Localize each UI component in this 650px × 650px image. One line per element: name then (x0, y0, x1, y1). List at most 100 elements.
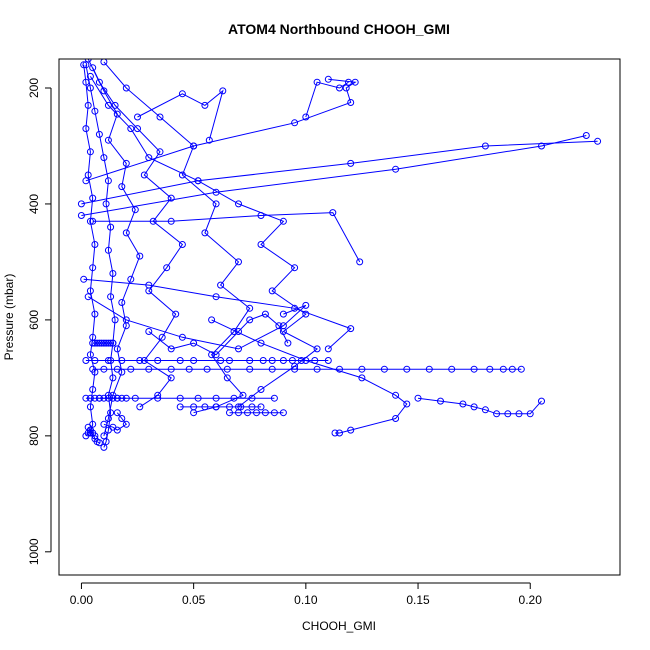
data-point (313, 78, 321, 86)
data-point (235, 258, 242, 266)
data-point (80, 61, 88, 69)
data-point (178, 333, 186, 341)
data-point (82, 177, 90, 185)
data-point (324, 357, 332, 364)
series-line (211, 319, 408, 434)
data-point (201, 101, 209, 109)
data-point (93, 339, 101, 347)
data-point (134, 113, 141, 121)
data-point (86, 84, 94, 92)
data-point (167, 365, 175, 373)
data-point (77, 212, 85, 219)
data-point (205, 136, 213, 144)
data-point (291, 119, 299, 127)
x-axis: 0.00 0.05 0.10 0.15 0.20 (70, 582, 542, 607)
data-point (89, 365, 97, 373)
data-point (392, 391, 400, 399)
data-point (100, 339, 108, 347)
data-point (82, 394, 90, 402)
series-line (305, 81, 349, 118)
data-point (212, 188, 220, 196)
data-point (259, 357, 267, 364)
data-point (113, 394, 121, 402)
data-point (237, 403, 245, 411)
data-point (136, 357, 144, 364)
data-point (313, 365, 321, 373)
series-line (103, 412, 128, 431)
data-point (84, 101, 92, 109)
data-point (517, 365, 525, 373)
data-point (336, 429, 343, 437)
data-point (176, 357, 184, 364)
data-point (95, 130, 103, 138)
y-axis-label: Pressure (mbar) (2, 274, 16, 361)
data-point (342, 84, 350, 92)
data-point (347, 99, 355, 106)
data-point (134, 125, 141, 133)
data-point (84, 59, 92, 63)
data-point (163, 264, 171, 272)
x-axis-label: CHOOH_GMI (302, 619, 376, 633)
data-point (100, 443, 108, 451)
series-line (148, 313, 289, 356)
data-point (113, 426, 121, 434)
series-line (137, 89, 224, 141)
data-point (248, 394, 256, 402)
series-line (83, 278, 352, 350)
data-point (95, 439, 103, 447)
data-point (226, 357, 233, 364)
data-point (448, 365, 456, 373)
data-point (167, 217, 175, 225)
data-point (331, 429, 339, 437)
data-point (86, 287, 94, 295)
data-point (82, 61, 90, 69)
data-point (291, 365, 299, 373)
data-point (118, 415, 126, 422)
plot-data-group (77, 59, 602, 451)
data-point (217, 281, 225, 289)
data-point (235, 345, 242, 353)
data-point (538, 397, 545, 405)
data-point (111, 101, 119, 109)
data-point (235, 409, 242, 417)
data-point (172, 310, 180, 318)
data-point (82, 125, 90, 133)
data-point (257, 212, 265, 219)
data-point (122, 420, 130, 428)
data-point (89, 217, 97, 225)
data-point (203, 365, 211, 373)
data-point (208, 316, 216, 324)
series-line (85, 426, 100, 444)
plot-frame (58, 58, 621, 576)
data-point (279, 409, 287, 417)
data-point (122, 394, 130, 402)
data-point (158, 333, 166, 341)
data-point (95, 78, 103, 86)
data-point (100, 394, 108, 402)
data-point (194, 394, 202, 402)
data-point (100, 87, 108, 95)
data-point (100, 59, 108, 66)
data-point (291, 264, 299, 272)
data-point (246, 316, 254, 324)
data-point (80, 275, 88, 283)
data-point (77, 200, 85, 208)
data-point (91, 107, 99, 115)
data-point (82, 357, 90, 364)
data-point (118, 394, 126, 402)
data-point (127, 125, 135, 133)
data-point (403, 365, 411, 373)
data-point (358, 374, 366, 382)
data-point (102, 200, 110, 208)
data-point (486, 365, 494, 373)
data-point (515, 410, 523, 418)
data-point (246, 365, 254, 373)
data-point (104, 357, 112, 364)
data-point (109, 339, 117, 347)
y-axis: 200 400 600 800 1000 (27, 78, 52, 565)
data-point (190, 339, 198, 347)
data-point (313, 345, 321, 353)
data-point (102, 339, 110, 347)
series-line (92, 67, 141, 437)
